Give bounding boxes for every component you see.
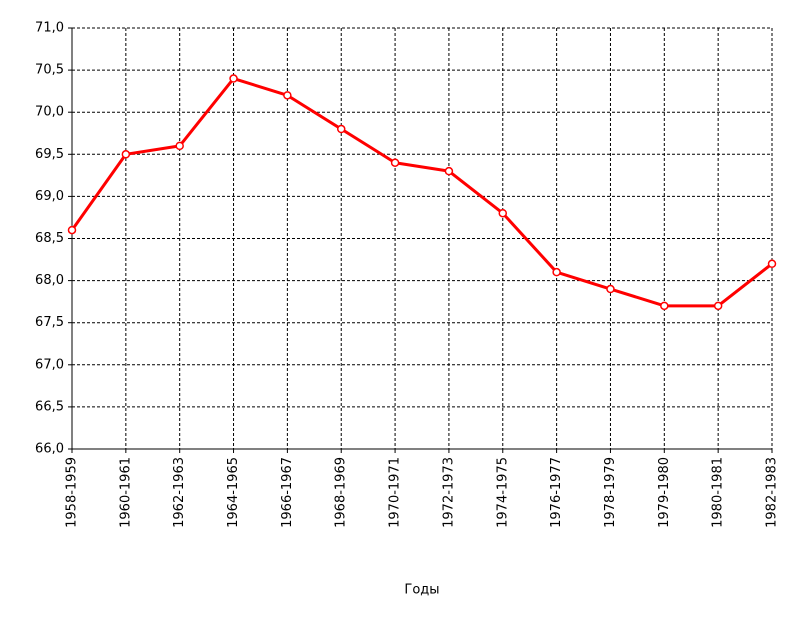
y-tick-label: 67,0 — [35, 357, 64, 372]
y-tick-label: 70,0 — [35, 105, 64, 120]
marker — [606, 284, 615, 294]
x-tick-label: 1978-1979 — [603, 457, 618, 528]
y-tick-label: 69,5 — [35, 147, 64, 162]
x-axis-title: Годы — [404, 583, 439, 598]
x-tick-label: 1974-1975 — [495, 457, 510, 528]
x-tick-label: 1972-1973 — [441, 457, 456, 528]
y-tick-label: 67,5 — [35, 315, 64, 330]
marker — [713, 301, 723, 311]
x-tick-label: 1964-1965 — [226, 457, 241, 528]
y-tick-label: 68,5 — [35, 231, 64, 246]
marker — [498, 208, 508, 218]
y-tick-label: 68,0 — [35, 273, 64, 288]
marker — [283, 91, 292, 100]
marker — [390, 158, 400, 167]
marker — [552, 267, 561, 277]
x-tick-label: 1980-1981 — [711, 457, 726, 528]
x-tick-label: 1958-1959 — [65, 457, 80, 528]
x-tick-label: 1966-1967 — [280, 457, 295, 528]
x-tick-label: 1968-1969 — [334, 457, 349, 528]
marker — [444, 166, 454, 176]
x-tick-label: 1960-1961 — [118, 457, 133, 528]
x-tick-label: 1976-1977 — [549, 457, 564, 528]
y-tick-label: 66,0 — [35, 442, 64, 457]
x-tick-label: 1979-1980 — [657, 457, 672, 528]
x-tick-label: 1982-1983 — [765, 457, 780, 528]
x-tick-label: 1970-1971 — [388, 457, 403, 528]
line — [70, 77, 773, 308]
marker — [121, 150, 131, 159]
marker — [767, 259, 777, 269]
marker — [175, 141, 184, 151]
y-tick-label: 70,5 — [35, 63, 64, 78]
marker — [67, 225, 77, 235]
x-tick-label: 1962-1963 — [172, 457, 187, 528]
y-tick-label: 71,0 — [35, 21, 64, 36]
y-tick-label: 66,5 — [35, 399, 64, 414]
marker — [336, 124, 346, 134]
y-tick-label: 69,0 — [35, 189, 64, 204]
marker — [229, 74, 238, 83]
marker — [660, 301, 669, 311]
